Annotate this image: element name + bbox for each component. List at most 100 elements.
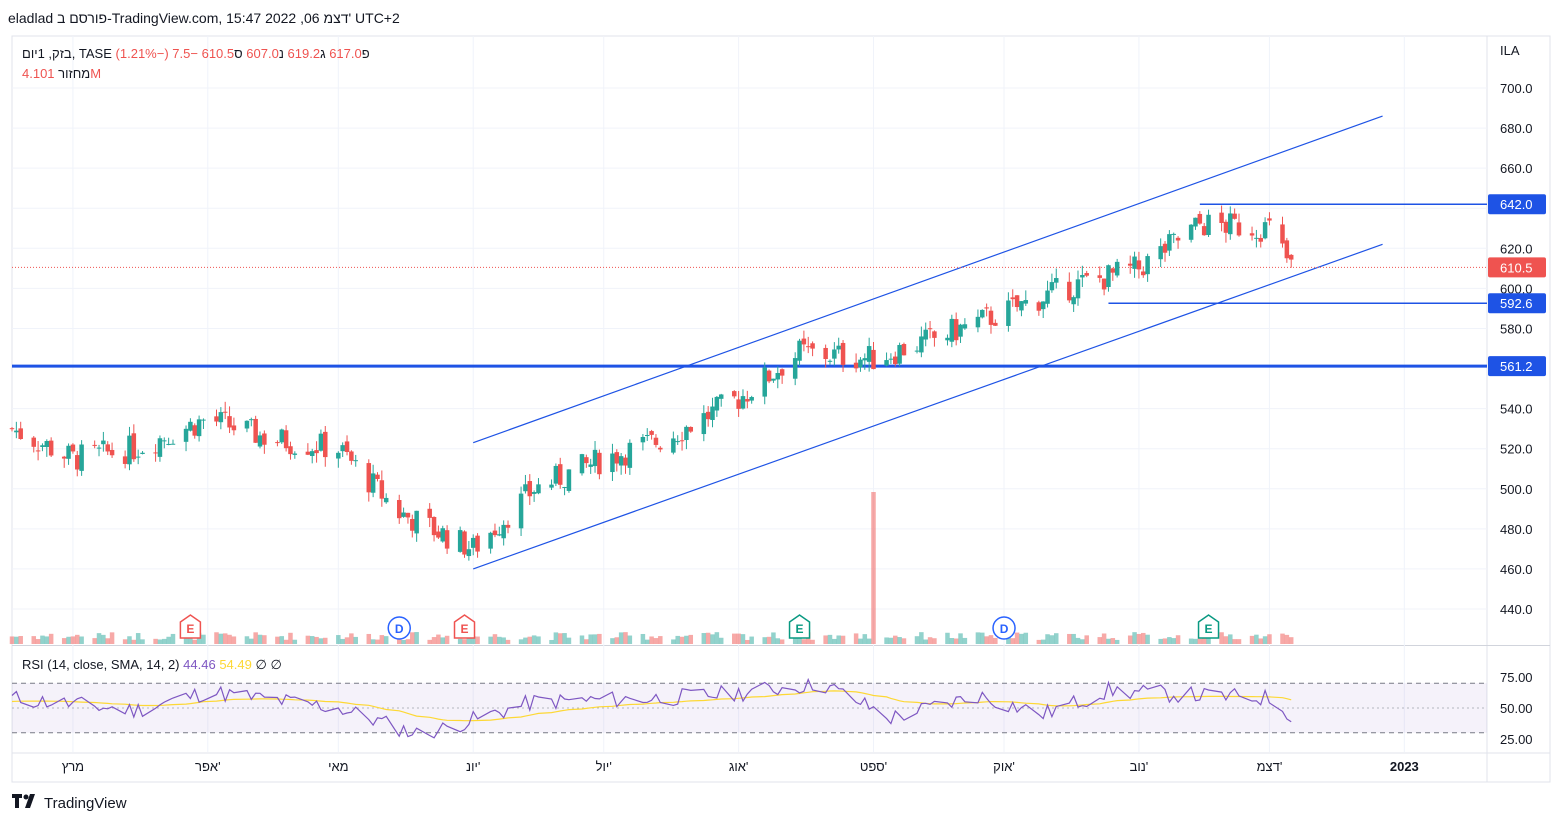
candle-body [1101, 278, 1107, 290]
candle-body [14, 430, 19, 433]
volume-bar [627, 635, 633, 644]
candle-body [1071, 297, 1076, 305]
volume-bar [779, 639, 785, 644]
candle-body [201, 419, 206, 421]
time-tick-label: נוב' [1130, 759, 1149, 774]
time-tick-label: מרץ [62, 759, 84, 774]
tradingview-brand[interactable]: TradingView [12, 794, 127, 813]
candle-body [127, 435, 132, 465]
legend-volume-label: מחזור [58, 66, 91, 81]
volume-bar [131, 639, 137, 644]
candle-body [40, 445, 45, 447]
candle-body [188, 421, 193, 431]
candle-body [893, 356, 898, 365]
volume-bar [40, 635, 45, 644]
volume-bar [1188, 638, 1194, 644]
volume-bar [323, 637, 328, 644]
volume-bar [48, 633, 54, 644]
candle-body [444, 530, 450, 549]
volume-bar [858, 638, 863, 644]
candle-body [131, 433, 137, 460]
channel-lower-line [473, 243, 1383, 570]
volume-bar [1132, 632, 1137, 644]
candle-body [832, 349, 837, 359]
legend-low-label: נ [278, 46, 284, 61]
volume-bar [536, 636, 541, 644]
volume-bar [379, 635, 385, 644]
candle-body [923, 329, 928, 340]
candle-body [592, 449, 598, 467]
candle-body [627, 442, 633, 468]
price-tick-label: 480.0 [1500, 522, 1533, 537]
volume-bar [318, 638, 324, 644]
candle-body [157, 438, 163, 457]
candle-body [135, 456, 141, 458]
dividend-marker-icon [992, 616, 1016, 640]
volume-bar [344, 637, 350, 644]
candle-body [92, 444, 97, 446]
volume-bar [257, 634, 263, 644]
volume-bar [962, 637, 968, 644]
volume-bar [410, 632, 415, 644]
candle-body [1254, 237, 1259, 239]
candle-body [740, 396, 746, 409]
volume-bar [597, 633, 602, 644]
volume-bar [31, 636, 37, 644]
candle-body [1167, 234, 1172, 251]
volume-bar [35, 639, 41, 644]
candle-body [1014, 295, 1020, 308]
volume-bar [914, 636, 920, 644]
candle-body [1084, 273, 1089, 276]
candle-body [993, 322, 998, 326]
volume-bar [810, 639, 815, 644]
candle-body [645, 434, 650, 436]
volume-bar [592, 634, 598, 644]
volume-bar [714, 632, 720, 644]
candle-body [1067, 281, 1072, 301]
candle-body [579, 454, 585, 474]
candle-body [314, 450, 319, 454]
time-tick-label: אוק' [993, 759, 1015, 774]
volume-bar [170, 633, 176, 644]
volume-bar [383, 636, 389, 644]
candle-body [527, 481, 533, 497]
volume-bar [1219, 632, 1224, 644]
price-tag-label: 592.6 [1500, 296, 1533, 311]
candle-body [349, 451, 354, 461]
candle-body [492, 530, 498, 536]
volume-bar [679, 636, 685, 644]
price-tick-label: 620.0 [1500, 241, 1533, 256]
candle-body [1219, 212, 1224, 224]
rsi-line [11, 677, 1292, 739]
candle-body [305, 451, 311, 455]
volume-bar [105, 638, 110, 644]
candle-body [1262, 222, 1268, 239]
candle-body [61, 456, 67, 459]
volume-bar [1267, 634, 1272, 644]
volume-bar [492, 634, 498, 644]
candle-body [336, 452, 341, 459]
volume-bar [745, 639, 750, 644]
candle-body [1075, 279, 1081, 299]
candle-body [1019, 301, 1024, 311]
volume-bar [958, 633, 963, 644]
candle-body [379, 480, 385, 499]
candle-body [523, 484, 528, 492]
candle-body [470, 537, 476, 548]
candle-body [475, 535, 480, 552]
volume-bar [436, 634, 441, 644]
volume-bar [1114, 639, 1120, 644]
candle-body [48, 440, 54, 456]
volume-bar [762, 637, 767, 644]
candle-body [958, 324, 963, 337]
volume-bar [1136, 633, 1142, 644]
volume-bar [66, 636, 71, 644]
candle-body [862, 358, 868, 361]
volume-bar [470, 636, 476, 644]
candle-body [827, 360, 833, 362]
candle-body [231, 425, 237, 431]
candle-body [1036, 302, 1042, 311]
time-tick-label: יול' [596, 759, 612, 774]
volume-bar [623, 632, 628, 644]
